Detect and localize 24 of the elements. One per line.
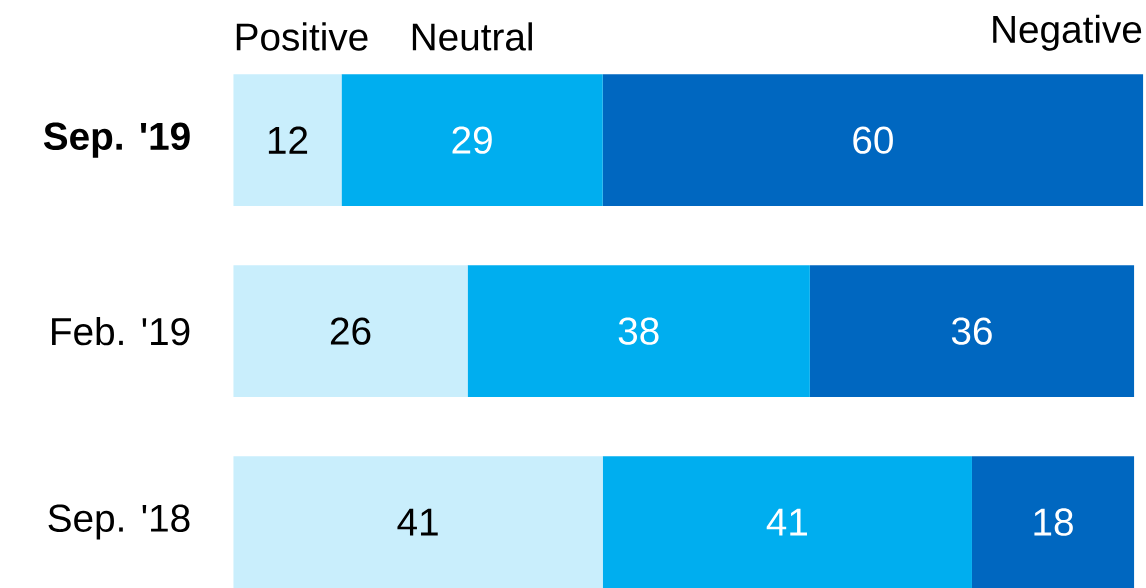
series-label: Neutral — [412, 22, 532, 51]
bar — [233, 265, 468, 398]
bar — [602, 74, 1144, 207]
y-tick-label: Feb. '19 — [52, 316, 190, 346]
bar — [809, 265, 1135, 398]
series-label: Negative — [993, 14, 1142, 51]
bar — [233, 456, 603, 588]
bar — [233, 74, 342, 207]
data-label: 41 — [766, 508, 807, 536]
data-label: 29 — [452, 126, 492, 154]
bar — [341, 74, 603, 207]
data-label: 12 — [268, 126, 308, 154]
bar — [971, 456, 1135, 588]
data-label: 41 — [397, 508, 438, 536]
bar — [467, 265, 810, 398]
y-tick-label: Sep. '18 — [48, 504, 190, 540]
bar — [602, 456, 972, 588]
data-label: 26 — [330, 317, 371, 345]
data-label: 38 — [618, 317, 659, 345]
series-label: Positive — [236, 22, 368, 51]
data-label: 18 — [1034, 508, 1073, 536]
data-label: 36 — [951, 317, 992, 345]
y-tick-label: Sep. '19 — [43, 122, 190, 158]
data-label: 60 — [853, 126, 893, 154]
